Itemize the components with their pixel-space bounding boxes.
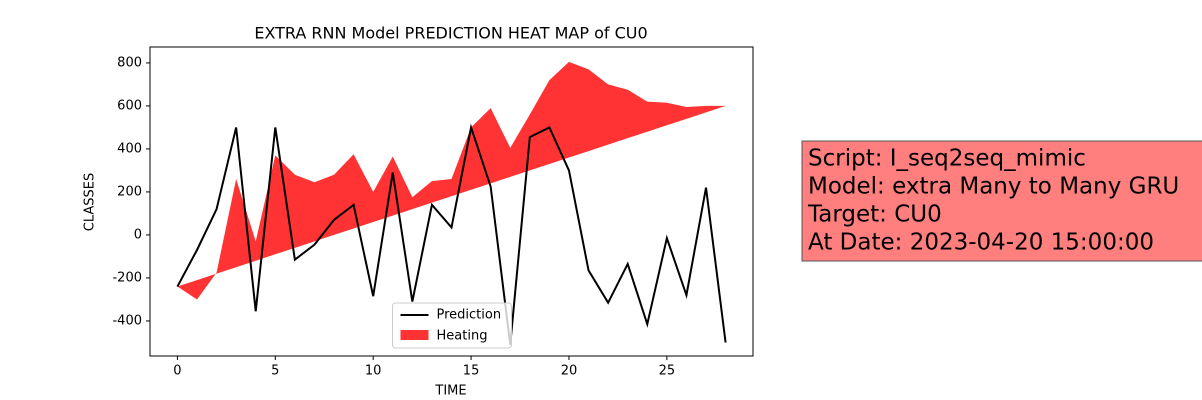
legend-label: Prediction (437, 308, 502, 323)
y-tick-label: -200 (112, 270, 142, 285)
y-tick-label: -400 (112, 313, 142, 328)
y-tick-label: 600 (117, 98, 142, 113)
x-axis-label: TIME (434, 384, 466, 399)
x-tick-label: 15 (463, 364, 480, 379)
annotation-line: Script: I_seq2seq_mimic (808, 146, 1086, 172)
y-axis-label: CLASSES (83, 173, 98, 231)
y-tick-label: 200 (117, 184, 142, 199)
y-tick-label: 0 (134, 227, 142, 242)
annotation-box (801, 140, 1202, 262)
plot-frame (149, 46, 754, 357)
chart-title: EXTRA RNN Model PREDICTION HEAT MAP of C… (254, 24, 647, 43)
x-tick-label: 25 (659, 364, 676, 379)
y-tick-label: 800 (117, 55, 142, 70)
annotation-line: At Date: 2023-04-20 15:00:00 (808, 230, 1154, 256)
x-tick-label: 20 (561, 364, 578, 379)
annotation-line: Model: extra Many to Many GRU (808, 174, 1179, 200)
x-tick-label: 10 (365, 364, 382, 379)
legend-label: Heating (437, 329, 488, 344)
legend-swatch (400, 330, 429, 340)
annotation-line: Target: CU0 (807, 202, 942, 228)
x-tick-label: 5 (271, 364, 279, 379)
prediction-line (176, 123, 727, 345)
x-tick-label: 0 (173, 364, 181, 379)
y-tick-label: 400 (117, 141, 142, 156)
heating-area (177, 61, 726, 300)
